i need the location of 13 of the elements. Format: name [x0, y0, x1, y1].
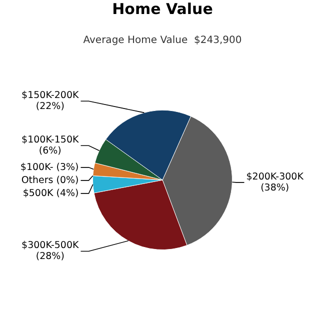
slice-label: $200K-300K [246, 171, 304, 182]
data-label: (38%) [260, 182, 290, 194]
data-label: (6%) [38, 146, 62, 157]
slice-label: $500K (4%) [22, 188, 79, 199]
chart-subtitle: Average Home Value $243,900 [82, 35, 243, 46]
chart-title: Home Value [111, 0, 214, 18]
slice-label: $300K-500K [22, 240, 80, 252]
legend-label: Others (0%) [21, 174, 79, 186]
slice-label: $100K-150K [22, 134, 80, 146]
slice-label: $100K- (3%) [20, 162, 79, 173]
slice-label: $150K-200K [22, 90, 80, 102]
data-label: (22%) [36, 101, 64, 112]
data-label: (28%) [36, 251, 64, 262]
